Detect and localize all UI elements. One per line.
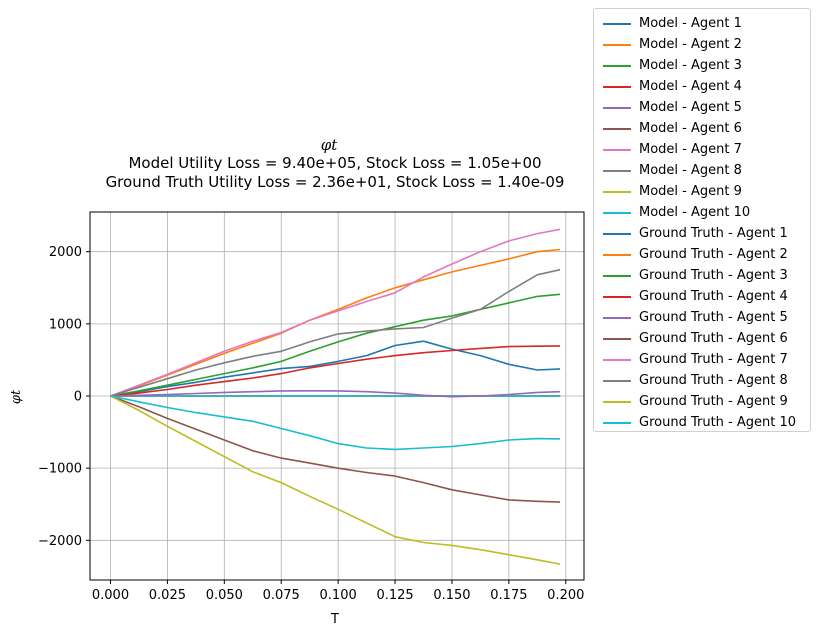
- legend-item-model-agent-10: Model - Agent 10: [594, 202, 810, 223]
- legend-swatch: [603, 128, 631, 130]
- y-tick-label: 1000: [49, 317, 82, 332]
- legend-label: Model - Agent 10: [639, 205, 751, 220]
- legend-swatch: [603, 44, 631, 46]
- legend-swatch: [603, 23, 631, 25]
- legend-label: Ground Truth - Agent 10: [639, 415, 797, 430]
- legend-item-model-agent-2: Model - Agent 2: [594, 34, 810, 55]
- legend-item-ground-truth-agent-4: Ground Truth - Agent 4: [594, 286, 810, 307]
- legend-item-ground-truth-agent-9: Ground Truth - Agent 9: [594, 391, 810, 412]
- legend-item-model-agent-3: Model - Agent 3: [594, 55, 810, 76]
- legend-label: Model - Agent 9: [639, 184, 742, 199]
- x-tick-label: 0.150: [433, 588, 470, 603]
- series-line-ground-truth-agent-6: [110, 395, 561, 503]
- legend-item-ground-truth-agent-5: Ground Truth - Agent 5: [594, 307, 810, 328]
- series-line-ground-truth-agent-8: [110, 268, 561, 397]
- legend-label: Model - Agent 3: [639, 58, 742, 73]
- x-tick-label: 0.075: [263, 588, 300, 603]
- chart-title-block: φt Model Utility Loss = 9.40e+05, Stock …: [0, 136, 670, 192]
- legend-item-ground-truth-agent-1: Ground Truth - Agent 1: [594, 223, 810, 244]
- series-line-ground-truth-agent-5: [110, 389, 561, 398]
- series-line-ground-truth-agent-7: [110, 228, 561, 397]
- legend-item-model-agent-8: Model - Agent 8: [594, 160, 810, 181]
- legend-swatch: [603, 380, 631, 382]
- y-tick-label: −2000: [38, 534, 82, 549]
- legend-swatch: [603, 422, 631, 424]
- x-tick-label: 0.050: [206, 588, 243, 603]
- legend-label: Ground Truth - Agent 2: [639, 247, 788, 262]
- legend-swatch: [603, 86, 631, 88]
- legend-swatch: [603, 275, 631, 277]
- legend-label: Ground Truth - Agent 3: [639, 268, 788, 283]
- legend-swatch: [603, 317, 631, 319]
- legend-label: Ground Truth - Agent 9: [639, 394, 788, 409]
- legend-swatch: [603, 233, 631, 235]
- legend-item-model-agent-1: Model - Agent 1: [594, 13, 810, 34]
- chart-title: φt: [320, 136, 338, 154]
- legend-swatch: [603, 149, 631, 151]
- legend-item-model-agent-9: Model - Agent 9: [594, 181, 810, 202]
- legend-item-ground-truth-agent-8: Ground Truth - Agent 8: [594, 370, 810, 391]
- legend-item-ground-truth-agent-2: Ground Truth - Agent 2: [594, 244, 810, 265]
- legend-item-model-agent-6: Model - Agent 6: [594, 118, 810, 139]
- y-axis-label: φt: [9, 389, 24, 404]
- legend-label: Model - Agent 4: [639, 79, 742, 94]
- x-tick-label: 0.175: [490, 588, 527, 603]
- ticks-layer: 0.000 0.025 0.050 0.075 0.100 0.125 0.150 0.175…: [38, 245, 584, 603]
- y-tick-label: −1000: [38, 462, 82, 477]
- chart-subtitle-line-2: Ground Truth Utility Loss = 2.36e+01, St…: [105, 173, 565, 191]
- series-line-ground-truth-agent-10: [110, 395, 561, 451]
- legend-label: Ground Truth - Agent 5: [639, 310, 788, 325]
- legend-label: Ground Truth - Agent 4: [639, 289, 788, 304]
- legend-swatch: [603, 212, 631, 214]
- series-layer: [110, 228, 561, 565]
- legend-swatch: [603, 107, 631, 109]
- legend-item-ground-truth-agent-7: Ground Truth - Agent 7: [594, 349, 810, 370]
- x-tick-label: 0.025: [149, 588, 186, 603]
- legend-label: Ground Truth - Agent 1: [639, 226, 788, 241]
- series-line-ground-truth-agent-4: [110, 345, 561, 397]
- series-line-ground-truth-agent-3: [110, 293, 561, 397]
- y-tick-label: 2000: [49, 245, 82, 260]
- legend-label: Ground Truth - Agent 6: [639, 331, 788, 346]
- legend-item-model-agent-4: Model - Agent 4: [594, 76, 810, 97]
- legend-label: Model - Agent 2: [639, 37, 742, 52]
- legend-label: Model - Agent 5: [639, 100, 742, 115]
- series-line-ground-truth-agent-1: [110, 340, 561, 397]
- legend-item-model-agent-5: Model - Agent 5: [594, 97, 810, 118]
- legend-label: Model - Agent 7: [639, 142, 742, 157]
- legend-swatch: [603, 359, 631, 361]
- series-line-ground-truth-agent-9: [110, 395, 561, 565]
- legend-item-ground-truth-agent-10: Ground Truth - Agent 10: [594, 412, 810, 433]
- legend: Model - Agent 1 Model - Agent 2 Model - Ag…: [593, 8, 811, 432]
- legend-item-ground-truth-agent-3: Ground Truth - Agent 3: [594, 265, 810, 286]
- y-tick-label: 0: [74, 390, 82, 405]
- x-tick-label: 0.125: [376, 588, 413, 603]
- legend-label: Model - Agent 1: [639, 16, 742, 31]
- legend-swatch: [603, 170, 631, 172]
- legend-swatch: [603, 65, 631, 67]
- x-axis-label: T: [330, 612, 339, 627]
- chart-subtitle-line-1: Model Utility Loss = 9.40e+05, Stock Los…: [128, 154, 542, 172]
- legend-swatch: [603, 191, 631, 193]
- x-tick-label: 0.200: [547, 588, 584, 603]
- x-tick-label: 0.000: [92, 588, 129, 603]
- legend-item-model-agent-7: Model - Agent 7: [594, 139, 810, 160]
- legend-label: Ground Truth - Agent 7: [639, 352, 788, 367]
- legend-swatch: [603, 401, 631, 403]
- legend-swatch: [603, 296, 631, 298]
- legend-label: Model - Agent 8: [639, 163, 742, 178]
- legend-swatch: [603, 254, 631, 256]
- series-line-ground-truth-agent-2: [110, 248, 561, 397]
- legend-item-ground-truth-agent-6: Ground Truth - Agent 6: [594, 328, 810, 349]
- x-tick-label: 0.100: [320, 588, 357, 603]
- legend-label: Ground Truth - Agent 8: [639, 373, 788, 388]
- legend-label: Model - Agent 6: [639, 121, 742, 136]
- legend-swatch: [603, 338, 631, 340]
